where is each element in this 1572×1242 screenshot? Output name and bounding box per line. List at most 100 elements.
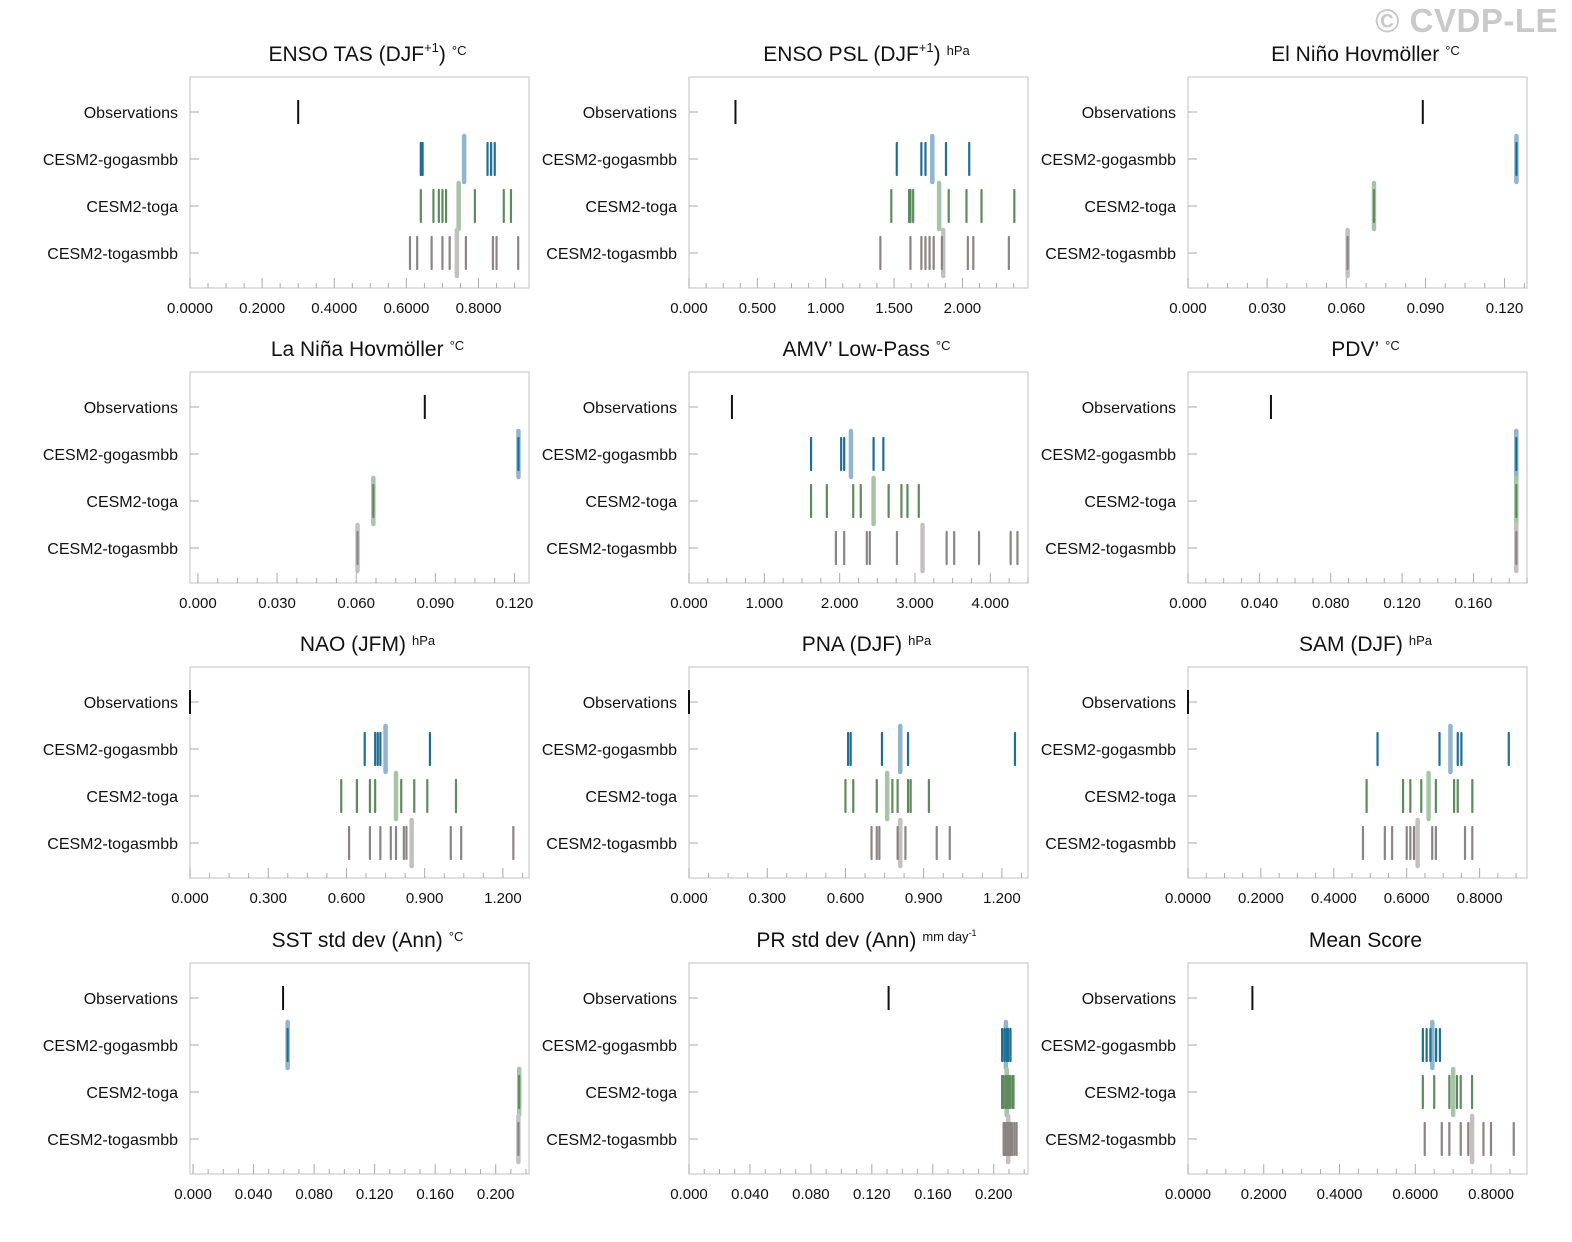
row-label: CESM2-gogasmbb [43,152,178,169]
row-label: CESM2-gogasmbb [43,1038,178,1055]
row-label: Observations [583,400,677,417]
x-tick-label: 2.000 [944,300,982,317]
x-tick-label: 0.6000 [383,300,429,317]
row-label: CESM2-gogasmbb [542,447,677,464]
row-label: CESM2-gogasmbb [542,1038,677,1055]
plot-frame [189,371,530,584]
x-tick-label: 1.500 [875,300,913,317]
x-tick-label: 0.0000 [1165,1186,1211,1203]
x-tick-label: 0.4000 [1317,1186,1363,1203]
panel-title: PNA (DJF) hPa [802,633,932,656]
x-tick-label: 0.040 [235,1186,273,1203]
panel-5: AMV’ Low-Pass °C Observations CESM2-gogasmb… [542,338,1029,612]
panel-4: La Niña Hovmöller °C Observations CESM2-gog… [43,338,533,612]
row-label: CESM2-gogasmbb [1041,152,1176,169]
row-label: Observations [84,991,178,1008]
panel-6: PDV’ °C Observations CESM2-gogasmbb CESM2-to… [1041,338,1528,612]
panel-10: SST std dev (Ann) °C Observations CESM2-gog… [43,929,530,1203]
row-label: CESM2-togasmbb [47,541,178,558]
x-tick-label: 0.500 [739,300,777,317]
panel-12: Mean Score Observations CESM2-gogasmbb CESM… [1041,929,1528,1203]
row-label: CESM2-gogasmbb [542,742,677,759]
x-tick-label: 0.600 [827,890,865,907]
x-tick-label: 0.120 [496,595,534,612]
row-label: CESM2-toga [1084,1085,1176,1102]
panel-title: El Niño Hovmöller °C [1271,43,1460,66]
row-label: CESM2-togasmbb [546,541,677,558]
row-label: CESM2-gogasmbb [43,742,178,759]
row-label: CESM2-togasmbb [47,246,178,263]
x-tick-label: 0.2000 [239,300,285,317]
x-tick-label: 0.040 [1241,595,1279,612]
x-tick-label: 0.000 [174,1186,212,1203]
row-label: CESM2-gogasmbb [542,152,677,169]
x-tick-label: 0.000 [1169,595,1207,612]
plot-frame [189,76,530,289]
row-label: CESM2-gogasmbb [1041,447,1176,464]
panel-1: ENSO TAS (DJF+1) °C Observations CESM2-goga… [43,40,530,317]
x-tick-label: 0.160 [914,1186,952,1203]
row-label: CESM2-togasmbb [47,1132,178,1149]
panel-title: La Niña Hovmöller °C [271,338,464,361]
row-label: CESM2-togasmbb [1045,836,1176,853]
panel-title: NAO (JFM) hPa [300,633,436,656]
row-label: CESM2-togasmbb [47,836,178,853]
x-tick-label: 1.200 [983,890,1021,907]
x-tick-label: 0.2000 [1238,890,1284,907]
x-tick-label: 1.200 [484,890,522,907]
x-tick-label: 0.200 [975,1186,1013,1203]
x-tick-label: 0.000 [670,890,708,907]
x-tick-label: 0.4000 [311,300,357,317]
row-label: CESM2-gogasmbb [43,447,178,464]
panel-2: ENSO PSL (DJF+1) hPa Observations CESM2-gog… [542,40,1029,317]
x-tick-label: 0.040 [731,1186,769,1203]
watermark: © CVDP-LE [1375,2,1558,39]
row-label: CESM2-gogasmbb [1041,1038,1176,1055]
row-label: CESM2-toga [585,199,677,216]
row-label: Observations [1082,400,1176,417]
row-label: Observations [1082,695,1176,712]
x-tick-label: 0.000 [670,1186,708,1203]
x-tick-label: 0.900 [406,890,444,907]
x-tick-label: 0.2000 [1241,1186,1287,1203]
plot-frame [688,76,1029,289]
row-label: CESM2-toga [86,199,178,216]
row-label: CESM2-toga [1084,789,1176,806]
panel-11: PR std dev (Ann) mm day-1 Observations CESM… [542,928,1029,1203]
plot-frame [189,962,530,1175]
x-tick-label: 0.6000 [1384,890,1430,907]
x-tick-label: 0.000 [171,890,209,907]
x-tick-label: 1.000 [807,300,845,317]
x-tick-label: 0.060 [337,595,375,612]
x-tick-label: 0.080 [1312,595,1350,612]
panel-8: PNA (DJF) hPa Observations CESM2-gogasmbb CE… [542,633,1029,907]
panel-title: AMV’ Low-Pass °C [782,338,950,361]
plot-frame [688,666,1029,879]
row-label: CESM2-toga [86,1085,178,1102]
row-label: Observations [1082,991,1176,1008]
row-label: CESM2-toga [86,789,178,806]
row-label: CESM2-toga [1084,199,1176,216]
row-label: CESM2-toga [86,494,178,511]
row-label: Observations [583,105,677,122]
x-tick-label: 0.120 [1486,300,1524,317]
x-tick-label: 3.000 [896,595,934,612]
panel-title: SAM (DJF) hPa [1299,633,1433,656]
x-tick-label: 0.0000 [1165,890,1211,907]
panel-title: ENSO TAS (DJF+1) °C [269,40,467,66]
x-tick-label: 0.4000 [1311,890,1357,907]
plot-frame [189,666,530,879]
row-label: CESM2-toga [585,1085,677,1102]
x-tick-label: 0.8000 [1457,890,1503,907]
x-tick-label: 0.8000 [1468,1186,1514,1203]
plot-frame [1187,962,1528,1175]
x-tick-label: 0.6000 [1392,1186,1438,1203]
row-label: Observations [583,991,677,1008]
x-tick-label: 0.030 [1248,300,1286,317]
x-tick-label: 0.300 [249,890,287,907]
panel-title: ENSO PSL (DJF+1) hPa [763,40,970,66]
plot-frame [1187,371,1528,584]
panel-3: El Niño Hovmöller °C Observations CESM2-gog… [1041,43,1528,317]
row-label: Observations [84,400,178,417]
